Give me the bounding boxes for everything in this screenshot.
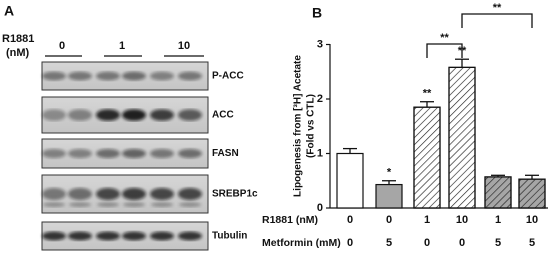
panel-a: A R1881 (nM) 0 1 10 P-ACC ACC FASN SREBP1c Tubu…	[2, 3, 258, 251]
band	[122, 71, 146, 81]
treatment-label: R1881	[2, 33, 34, 45]
band	[96, 231, 120, 241]
significance-label: **	[423, 88, 432, 100]
table-cell: 0	[347, 237, 353, 249]
band	[96, 109, 120, 121]
significance-label: *	[387, 167, 392, 179]
band	[42, 187, 66, 201]
band	[178, 109, 202, 121]
band	[96, 187, 120, 201]
comparison-label: **	[440, 32, 449, 44]
band	[68, 148, 92, 159]
band	[68, 71, 92, 81]
panel-label: B	[312, 5, 322, 21]
band	[150, 71, 174, 81]
bar-hatch	[448, 66, 476, 209]
band	[122, 109, 146, 121]
treatment-unit: (nM)	[6, 47, 30, 59]
band	[150, 109, 174, 121]
table-cell: 5	[495, 237, 501, 249]
table-cell: 5	[529, 237, 535, 249]
panel-b: B Lipogenesis from [³H] Acetate (Fold vs…	[262, 2, 548, 249]
band	[69, 202, 91, 208]
band	[42, 71, 66, 81]
y-tick-label: 1	[317, 147, 323, 159]
table-cell: 0	[347, 214, 353, 226]
band	[178, 71, 202, 81]
band	[178, 148, 202, 159]
blot-label: FASN	[212, 148, 239, 159]
bar	[375, 183, 403, 209]
band	[150, 148, 174, 159]
table-row-label: R1881 (nM)	[262, 214, 318, 226]
table-cell: 10	[456, 214, 468, 226]
band	[178, 231, 202, 241]
table-cell: 0	[424, 237, 430, 249]
band	[150, 231, 174, 241]
dose-label: 0	[59, 40, 65, 52]
table-cell: 0	[459, 237, 465, 249]
blot-label: P-ACC	[212, 71, 244, 82]
bar-hatch	[484, 176, 512, 209]
table-cell: 0	[386, 214, 392, 226]
band	[42, 148, 66, 159]
bar	[336, 152, 364, 209]
band	[123, 202, 145, 208]
band	[68, 187, 92, 201]
bar-hatch	[413, 106, 441, 209]
panel-label: A	[4, 3, 14, 19]
blot-label: ACC	[212, 110, 234, 121]
band	[97, 202, 119, 208]
dose-label: 1	[119, 40, 125, 52]
band	[179, 202, 201, 208]
y-tick-label: 0	[317, 202, 323, 214]
comparison-label: **	[493, 2, 502, 14]
band	[122, 231, 146, 241]
band	[43, 202, 65, 208]
band	[68, 231, 92, 241]
table-cell: 10	[526, 214, 538, 226]
band	[150, 187, 174, 201]
band	[42, 231, 66, 241]
table-cell: 5	[386, 237, 392, 249]
comparison-bracket	[426, 43, 463, 58]
band	[151, 202, 173, 208]
band	[96, 71, 120, 81]
y-axis-label: Lipogenesis from [³H] Acetate	[293, 55, 304, 197]
band	[178, 187, 202, 201]
band	[68, 109, 92, 121]
band	[96, 148, 120, 159]
comparison-bracket	[461, 13, 533, 28]
band	[42, 109, 66, 121]
bar-hatch	[518, 178, 546, 209]
table-row-label: Metformin (mM)	[262, 237, 341, 249]
band	[122, 148, 146, 159]
blot-label: Tubulin	[212, 231, 247, 242]
band	[122, 187, 146, 201]
y-axis-label: (Fold vs CTL)	[306, 94, 317, 158]
y-tick-label: 3	[317, 38, 323, 50]
table-cell: 1	[424, 214, 430, 226]
dose-label: 10	[178, 40, 190, 52]
blot-label: SREBP1c	[212, 189, 258, 200]
table-cell: 1	[495, 214, 501, 226]
y-tick-label: 2	[317, 93, 323, 105]
